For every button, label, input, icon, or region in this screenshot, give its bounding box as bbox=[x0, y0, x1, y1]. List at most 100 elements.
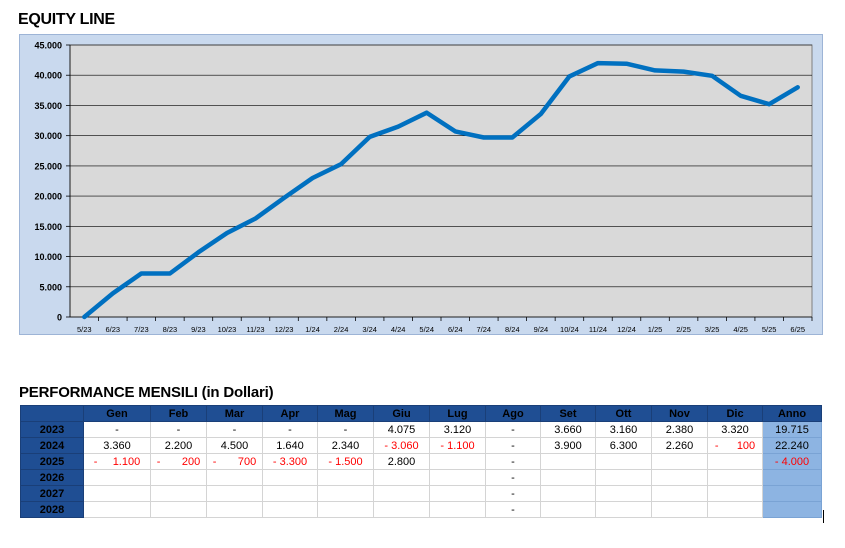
table-cell[interactable]: - bbox=[317, 421, 374, 438]
annual-total-cell[interactable]: 22.240 bbox=[762, 437, 822, 454]
table-cell[interactable]: 3.660 bbox=[540, 421, 596, 438]
table-cell[interactable]: 4.500 bbox=[206, 437, 263, 454]
table-cell[interactable]: - bbox=[150, 421, 207, 438]
year-label: 2024 bbox=[20, 437, 84, 454]
y-tick-label: 25.000 bbox=[34, 161, 62, 171]
table-cell[interactable] bbox=[540, 453, 596, 470]
x-tick-label: 1/24 bbox=[305, 325, 320, 334]
table-cell[interactable]: 4.075 bbox=[373, 421, 430, 438]
table-cell[interactable] bbox=[150, 469, 207, 486]
table-cell[interactable] bbox=[262, 501, 318, 518]
x-tick-label: 5/25 bbox=[762, 325, 777, 334]
table-cell[interactable] bbox=[429, 453, 486, 470]
table-cell[interactable] bbox=[262, 485, 318, 502]
table-cell[interactable] bbox=[595, 469, 652, 486]
table-cell[interactable] bbox=[150, 501, 207, 518]
table-cell[interactable] bbox=[707, 453, 763, 470]
table-cell[interactable]: 3.900 bbox=[540, 437, 596, 454]
annual-total-cell[interactable] bbox=[762, 501, 822, 518]
table-cell[interactable]: 6.300 bbox=[595, 437, 652, 454]
year-label: 2028 bbox=[20, 501, 84, 518]
table-cell[interactable] bbox=[429, 501, 486, 518]
equity-series-line bbox=[82, 60, 800, 320]
table-cell[interactable] bbox=[429, 485, 486, 502]
table-cell[interactable]: - 1.500 bbox=[317, 453, 374, 470]
table-cell[interactable] bbox=[83, 485, 151, 502]
table-cell[interactable]: - 700 bbox=[206, 453, 263, 470]
table-cell[interactable] bbox=[707, 485, 763, 502]
table-cell[interactable] bbox=[262, 469, 318, 486]
table-cell[interactable]: 2.200 bbox=[150, 437, 207, 454]
table-cell[interactable] bbox=[540, 485, 596, 502]
table-cell[interactable] bbox=[540, 501, 596, 518]
table-cell[interactable]: - bbox=[485, 485, 541, 502]
table-cell[interactable]: - bbox=[485, 421, 541, 438]
table-title: PERFORMANCE MENSILI (in Dollari) bbox=[19, 384, 274, 401]
table-cell[interactable]: 3.320 bbox=[707, 421, 763, 438]
annual-total-cell[interactable]: 19.715 bbox=[762, 421, 822, 438]
table-cell[interactable]: - bbox=[485, 453, 541, 470]
table-cell[interactable] bbox=[373, 469, 430, 486]
column-header-set: Set bbox=[540, 405, 596, 422]
table-cell[interactable] bbox=[595, 501, 652, 518]
table-cell[interactable] bbox=[150, 485, 207, 502]
table-cell[interactable]: - bbox=[262, 421, 318, 438]
table-cell[interactable] bbox=[317, 501, 374, 518]
table-cell[interactable] bbox=[317, 469, 374, 486]
column-header-ago: Ago bbox=[485, 405, 541, 422]
x-tick-label: 8/23 bbox=[163, 325, 178, 334]
table-cell[interactable]: 2.800 bbox=[373, 453, 430, 470]
table-cell[interactable] bbox=[206, 485, 263, 502]
table-cell[interactable]: - bbox=[485, 437, 541, 454]
x-tick-label: 5/24 bbox=[419, 325, 434, 334]
table-cell[interactable]: - 3.300 bbox=[262, 453, 318, 470]
table-cell[interactable] bbox=[429, 469, 486, 486]
table-cell[interactable] bbox=[206, 469, 263, 486]
table-cell[interactable] bbox=[595, 453, 652, 470]
x-tick-label: 10/24 bbox=[560, 325, 579, 334]
table-cell[interactable]: 1.640 bbox=[262, 437, 318, 454]
table-cell[interactable]: - 200 bbox=[150, 453, 207, 470]
annual-total-cell[interactable] bbox=[762, 469, 822, 486]
table-cell[interactable]: - 1.100 bbox=[83, 453, 151, 470]
text-cursor bbox=[823, 510, 824, 523]
table-cell[interactable]: - bbox=[206, 421, 263, 438]
table-cell[interactable] bbox=[707, 469, 763, 486]
year-label: 2027 bbox=[20, 485, 84, 502]
table-cell[interactable] bbox=[373, 501, 430, 518]
table-cell[interactable] bbox=[206, 501, 263, 518]
table-cell[interactable]: 3.160 bbox=[595, 421, 652, 438]
table-cell[interactable]: 2.340 bbox=[317, 437, 374, 454]
table-cell[interactable]: 3.360 bbox=[83, 437, 151, 454]
table-cell[interactable]: 3.120 bbox=[429, 421, 486, 438]
table-cell[interactable]: - 1.100 bbox=[429, 437, 486, 454]
table-cell[interactable]: - 3.060 bbox=[373, 437, 430, 454]
table-cell[interactable] bbox=[83, 469, 151, 486]
table-cell[interactable] bbox=[651, 469, 708, 486]
table-cell[interactable]: 2.260 bbox=[651, 437, 708, 454]
table-cell[interactable]: - bbox=[83, 421, 151, 438]
table-cell[interactable] bbox=[373, 485, 430, 502]
y-tick-label: 0 bbox=[57, 313, 62, 323]
table-cell[interactable] bbox=[595, 485, 652, 502]
table-cell[interactable] bbox=[540, 469, 596, 486]
table-cell[interactable] bbox=[83, 501, 151, 518]
table-row: 2027 - bbox=[20, 485, 822, 502]
table-cell[interactable] bbox=[707, 501, 763, 518]
table-cell[interactable] bbox=[317, 485, 374, 502]
chart-title: EQUITY LINE bbox=[18, 11, 115, 28]
column-header-nov: Nov bbox=[651, 405, 708, 422]
annual-total-cell[interactable]: - 4.000 bbox=[762, 453, 822, 470]
table-cell[interactable]: - bbox=[485, 501, 541, 518]
table-cell[interactable] bbox=[651, 485, 708, 502]
equity-chart-svg: 0 5.000 10.000 15.000 20.000 25.000 30.000 35.0… bbox=[34, 41, 813, 334]
column-header-gen: Gen bbox=[83, 405, 151, 422]
annual-total-cell[interactable] bbox=[762, 485, 822, 502]
table-cell[interactable]: - 100 bbox=[707, 437, 763, 454]
x-tick-label: 11/23 bbox=[246, 325, 264, 334]
table-cell[interactable] bbox=[651, 501, 708, 518]
table-cell[interactable]: - bbox=[485, 469, 541, 486]
table-cell[interactable] bbox=[651, 453, 708, 470]
table-cell[interactable]: 2.380 bbox=[651, 421, 708, 438]
table-row: 2024 3.360 2.200 4.500 1.640 2.340- 3.060- 1.… bbox=[20, 437, 822, 454]
